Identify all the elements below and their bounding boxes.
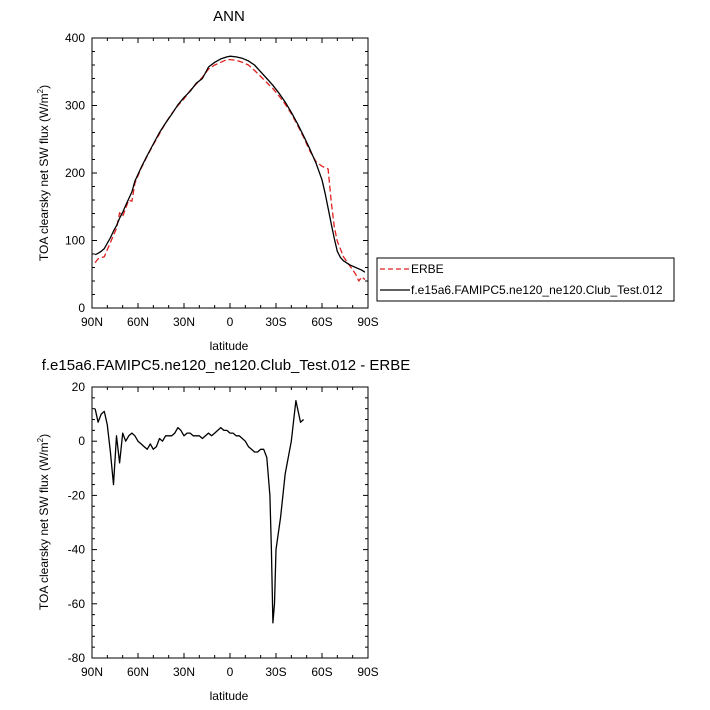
- x-tick-label: 60S: [311, 315, 332, 329]
- x-tick-label: 90S: [357, 665, 378, 679]
- x-tick-label: 30N: [173, 665, 195, 679]
- bottom-y-tick-labels: -80 -60 -40 -20 0 20: [68, 380, 86, 665]
- top-panel: ANN 0 100 200 300 400 90N 60N 30N 0 30S 60S 90S la…: [36, 8, 379, 353]
- x-tick-label: 60N: [127, 315, 149, 329]
- bottom-panel: f.e15a6.FAMIPC5.ne120_ne120.Club_Test.01…: [36, 357, 410, 703]
- y-tick-label: 0: [78, 301, 85, 315]
- top-chart-title: ANN: [213, 8, 245, 25]
- x-tick-label: 0: [227, 665, 234, 679]
- y-tick-label: -80: [68, 651, 86, 665]
- top-y-tick-labels: 0 100 200 300 400: [65, 31, 85, 315]
- x-tick-label: 90S: [357, 315, 378, 329]
- top-y-axis-label: TOA clearsky net SW flux (W/m2): [36, 85, 51, 261]
- bottom-y-axis-label: TOA clearsky net SW flux (W/m2): [36, 434, 51, 610]
- top-plot-frame: [91, 37, 369, 309]
- bottom-x-axis-label: latitude: [210, 689, 249, 703]
- x-tick-label: 30S: [265, 665, 286, 679]
- legend: ERBE f.e15a6.FAMIPC5.ne120_ne120.Club_Te…: [376, 257, 675, 302]
- y-tick-label: 300: [65, 99, 85, 113]
- legend-model-label: f.e15a6.FAMIPC5.ne120_ne120.Club_Test.01…: [411, 283, 663, 297]
- top-series-lines: [94, 55, 366, 282]
- top-ticks: [91, 37, 369, 309]
- y-tick-label: 100: [65, 234, 85, 248]
- model-series-line: [94, 55, 366, 273]
- x-tick-label: 90N: [81, 315, 103, 329]
- y-tick-label: 20: [72, 380, 86, 394]
- x-tick-label: 60N: [127, 665, 149, 679]
- top-x-axis-label: latitude: [210, 339, 249, 353]
- x-tick-label: 90N: [81, 665, 103, 679]
- y-tick-label: 200: [65, 166, 85, 180]
- y-tick-label: 0: [78, 434, 85, 448]
- y-tick-label: 400: [65, 31, 85, 45]
- legend-erbe-label: ERBE: [411, 262, 444, 276]
- bottom-series-lines: [94, 399, 305, 624]
- legend-box: [376, 257, 675, 302]
- bottom-ticks: [91, 386, 369, 659]
- x-tick-label: 30S: [265, 315, 286, 329]
- bottom-plot-frame: [91, 386, 369, 659]
- bottom-chart-title: f.e15a6.FAMIPC5.ne120_ne120.Club_Test.01…: [42, 357, 411, 374]
- x-tick-label: 30N: [173, 315, 195, 329]
- difference-series-line: [94, 399, 305, 624]
- top-x-tick-labels: 90N 60N 30N 0 30S 60S 90S: [81, 315, 379, 329]
- erbe-series-line: [94, 58, 366, 282]
- x-tick-label: 60S: [311, 665, 332, 679]
- x-tick-label: 0: [227, 315, 234, 329]
- y-tick-label: -40: [68, 543, 86, 557]
- bottom-x-tick-labels: 90N 60N 30N 0 30S 60S 90S: [81, 665, 379, 679]
- y-tick-label: -20: [68, 488, 86, 502]
- y-tick-label: -60: [68, 597, 86, 611]
